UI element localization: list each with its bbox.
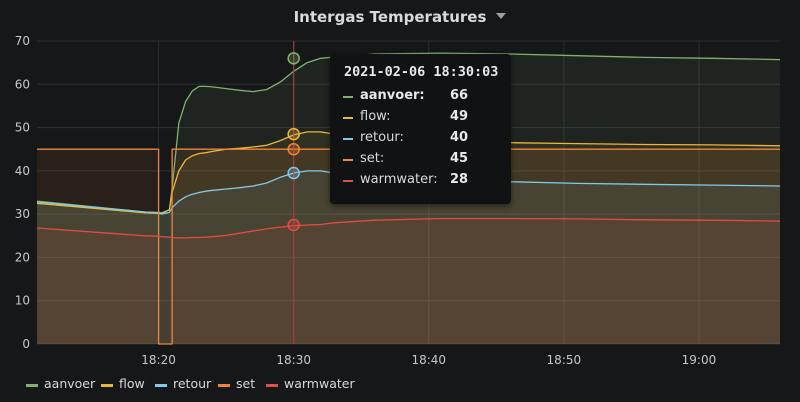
y-tick-label: 30 <box>15 207 30 221</box>
x-tick-label: 18:40 <box>411 353 446 367</box>
tooltip-row-retour: retour: 40 <box>343 129 503 149</box>
tooltip-value: 28 <box>450 172 469 187</box>
tooltip-swatch-warmwater <box>343 180 353 182</box>
tooltip-swatch-set <box>343 159 353 161</box>
tooltip-row-warmwater: warmwater: 28 <box>343 171 503 191</box>
hover-point-flow <box>287 127 300 141</box>
tooltip-time: 2021-02-06 18:30:03 <box>344 64 499 80</box>
x-tick-label: 19:00 <box>682 353 717 367</box>
tooltip: 2021-02-06 18:30:03 aanvoer: 66 flow: 49… <box>330 54 511 204</box>
tooltip-value: 66 <box>450 88 469 103</box>
tooltip-swatch-retour <box>343 138 353 140</box>
hover-point-retour <box>287 166 300 180</box>
tooltip-row-flow: flow: 49 <box>343 108 503 128</box>
hover-point-set <box>287 142 300 156</box>
tooltip-name: warmwater: <box>360 172 438 187</box>
x-tick-label: 18:50 <box>547 353 582 367</box>
panel-title[interactable]: Intergas Temperatures <box>0 8 800 26</box>
x-tick-label: 18:20 <box>141 353 176 367</box>
series-fill-retour <box>37 170 780 344</box>
series-fill-set <box>37 149 780 344</box>
y-tick-label: 60 <box>15 77 30 91</box>
legend-label: set <box>236 376 256 391</box>
legend-swatch <box>155 384 167 387</box>
y-tick-label: 40 <box>15 164 30 178</box>
y-tick-label: 70 <box>15 34 30 48</box>
hover-point-aanvoer <box>287 52 300 65</box>
series-fill-warmwater <box>37 218 780 344</box>
y-tick-label: 10 <box>15 294 30 308</box>
y-tick-label: 50 <box>15 121 30 135</box>
series-fill-flow <box>37 131 780 344</box>
legend-swatch <box>266 384 278 387</box>
legend-swatch <box>218 384 230 387</box>
hover-cursor <box>287 41 300 344</box>
hover-point-warmwater <box>287 218 300 232</box>
y-tick-label: 20 <box>15 250 30 264</box>
tooltip-name: set: <box>360 151 385 166</box>
tooltip-value: 40 <box>450 130 469 145</box>
x-tick-label: 18:30 <box>276 353 311 367</box>
legend-label: flow <box>119 376 145 391</box>
tooltip-value: 45 <box>450 151 469 166</box>
tooltip-row-set: set: 45 <box>343 150 503 170</box>
y-tick-label: 0 <box>22 337 30 351</box>
legend-swatch <box>26 384 38 387</box>
tooltip-value: 49 <box>450 109 469 124</box>
legend-label: warmwater <box>284 376 355 391</box>
tooltip-swatch-flow <box>343 117 353 119</box>
series-line-set <box>37 148 780 345</box>
tooltip-name: aanvoer: <box>360 88 425 103</box>
chart[interactable]: 0 10 20 30 40 50 60 70 18:20 18:30 18:40 18:50 19:00 <box>0 0 800 376</box>
legend-label: aanvoer <box>44 376 96 391</box>
axis-ticks: 0 10 20 30 40 50 60 70 18:20 18:30 18:40 18:50 19:00 <box>15 34 717 367</box>
series-line-warmwater <box>36 217 781 239</box>
panel-title-text: Intergas Temperatures <box>293 8 487 26</box>
legend-swatch <box>101 384 113 387</box>
chevron-down-icon[interactable] <box>496 12 507 19</box>
legend-label: retour <box>173 376 212 391</box>
tooltip-name: flow: <box>360 109 391 124</box>
series-fills <box>37 53 780 344</box>
tooltip-swatch-aanvoer <box>343 96 353 98</box>
tooltip-name: retour: <box>360 130 404 145</box>
tooltip-row-aanvoer: aanvoer: 66 <box>343 87 503 107</box>
